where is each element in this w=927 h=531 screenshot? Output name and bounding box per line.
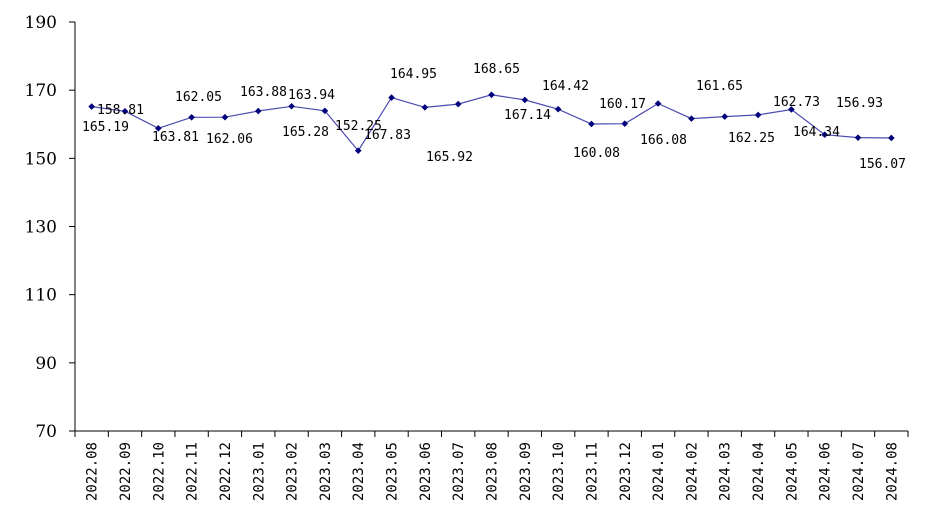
data-point: [288, 102, 295, 110]
data-label: 163.88: [240, 85, 287, 100]
x-tick-label: 2023.07: [451, 442, 467, 501]
data-label: 162.73: [773, 95, 820, 110]
data-point: [888, 134, 895, 142]
data-point: [688, 115, 695, 122]
data-labels: 165.19 158.81 163.81 162.05 162.06 163.88 165.…: [82, 62, 906, 172]
data-point: [821, 131, 828, 139]
y-tick-label: 110: [25, 286, 57, 306]
x-tick-label: 2024.01: [651, 442, 667, 501]
data-point: [121, 107, 129, 115]
x-tick-label: 2023.02: [285, 442, 301, 501]
data-label: 167.14: [504, 108, 551, 123]
x-tick-label: 2024.07: [851, 442, 867, 501]
y-tick-label: 70: [35, 422, 57, 442]
data-point: [654, 100, 662, 107]
data-label: 156.07: [859, 157, 906, 172]
y-axis-ticks: 190 170 150 130 110 90 70: [25, 13, 75, 442]
axes: [74, 22, 908, 432]
data-label: 164.34: [793, 125, 840, 140]
data-point: [521, 96, 529, 104]
x-tick-label: 2023.08: [485, 442, 501, 501]
data-point: [388, 94, 395, 101]
data-label: 168.65: [473, 62, 520, 77]
x-tick-label: 2023.09: [518, 442, 534, 501]
data-label: 152.25: [335, 119, 382, 134]
data-point: [854, 134, 862, 141]
data-label: 164.95: [390, 67, 437, 82]
data-label: 167.83: [364, 128, 411, 143]
x-tick-label: 2024.05: [784, 442, 800, 501]
data-label: 164.42: [542, 79, 589, 94]
data-label: 165.19: [82, 120, 129, 135]
y-tick-label: 150: [25, 149, 57, 169]
data-point: [621, 120, 629, 127]
x-tick-label: 2022.11: [185, 442, 201, 501]
data-label: 160.08: [573, 146, 620, 161]
x-tick-label: 2023.06: [418, 442, 434, 501]
x-tick-label: 2024.06: [818, 442, 834, 501]
x-tick-label: 2022.12: [218, 442, 234, 501]
data-label: 156.93: [836, 96, 883, 111]
y-tick-label: 170: [25, 81, 57, 101]
data-label: 165.28: [282, 125, 329, 140]
x-tick-label: 2023.04: [351, 442, 367, 501]
data-point: [155, 125, 162, 132]
data-point: [454, 100, 462, 108]
x-axis-ticks: 2022.08 2022.09 2022.10 2022.11 2022.12 2023.…: [74, 431, 909, 501]
data-label: 163.94: [288, 88, 335, 103]
x-tick-label: 2022.10: [151, 442, 167, 501]
data-point: [321, 107, 329, 115]
x-tick-label: 2022.09: [118, 442, 134, 501]
data-label: 161.65: [696, 79, 743, 94]
data-point: [88, 103, 95, 110]
x-tick-label: 2023.10: [551, 442, 567, 501]
data-point: [788, 106, 795, 113]
data-point: [754, 111, 762, 119]
data-point: [488, 91, 495, 99]
data-point: [221, 113, 229, 121]
x-tick-label: 2024.08: [884, 442, 900, 501]
data-label: 165.92: [426, 150, 473, 165]
data-point: [254, 107, 262, 115]
series: [88, 91, 895, 154]
data-label: 162.05: [175, 90, 222, 105]
data-point: [554, 105, 562, 113]
data-label: 166.08: [640, 133, 687, 148]
data-point: [588, 120, 595, 128]
x-tick-label: 2022.08: [85, 442, 101, 501]
y-tick-label: 190: [25, 13, 57, 33]
y-tick-label: 130: [25, 218, 57, 238]
data-label: 158.81: [97, 103, 144, 118]
data-label: 162.25: [728, 131, 775, 146]
data-point: [188, 113, 195, 121]
x-tick-label: 2023.05: [385, 442, 401, 501]
x-tick-label: 2024.04: [751, 442, 767, 501]
data-point: [721, 113, 729, 120]
data-label: 163.81: [152, 130, 199, 145]
data-label: 160.17: [599, 97, 646, 112]
data-point: [354, 147, 362, 154]
x-tick-label: 2023.12: [618, 442, 634, 501]
x-tick-label: 2024.02: [684, 442, 700, 501]
x-tick-label: 2024.03: [718, 442, 734, 501]
x-tick-label: 2023.11: [584, 442, 600, 501]
x-tick-label: 2023.03: [318, 442, 334, 501]
y-tick-label: 90: [35, 354, 57, 374]
data-label: 162.06: [206, 132, 253, 147]
data-point: [421, 104, 429, 111]
x-tick-label: 2023.01: [251, 442, 267, 501]
